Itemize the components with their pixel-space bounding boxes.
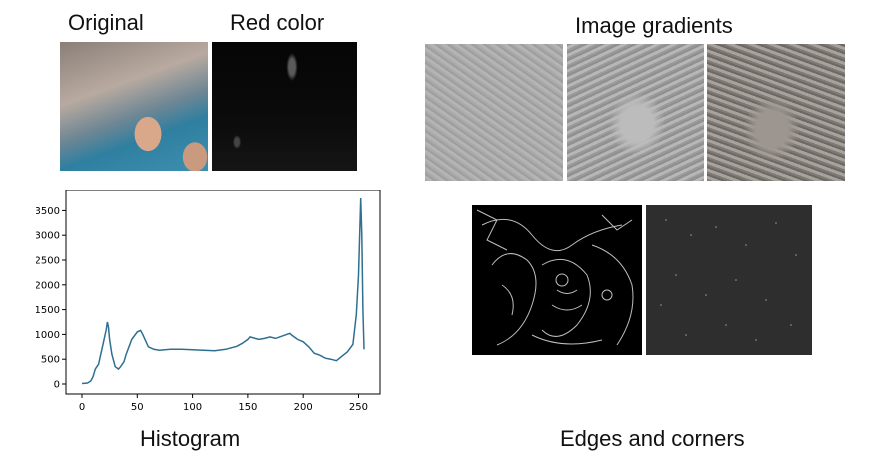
label-histogram: Histogram [140,426,241,451]
x-tick-label: 100 [183,402,202,413]
gradient-image-magnitude [707,44,845,181]
histogram-chart: 0 500 1000 1500 2000 2500 3000 3500 0 50 100 150 20… [36,190,381,413]
label-original: Original [68,10,144,35]
label-edges-and-corners: Edges and corners [560,426,745,451]
y-tick-label: 3500 [36,206,60,217]
gradient-image-x [425,44,563,181]
histogram-series-line [81,197,365,385]
x-tick-label: 0 [79,402,85,413]
y-tick-label: 1000 [36,330,60,341]
y-tick-label: 3000 [36,231,60,242]
original-photo [60,42,208,171]
edges-image [472,205,642,355]
label-red-color: Red color [230,10,325,35]
y-tick-label: 2500 [36,256,60,267]
histogram-plot-frame [65,190,381,395]
y-tick-label: 0 [54,380,60,391]
red-channel-photo [212,42,357,171]
label-image-gradients: Image gradients [575,13,733,38]
x-tick-label: 250 [349,402,368,413]
y-tick-label: 500 [41,355,60,366]
gradient-image-y [567,44,704,181]
x-tick-label: 200 [294,402,313,413]
x-tick-label: 50 [131,402,144,413]
y-tick-label: 2000 [36,280,60,291]
corners-image [646,205,812,355]
y-tick-label: 1500 [36,305,60,316]
x-tick-label: 150 [238,402,257,413]
corner-points [660,219,797,341]
edges-lines [476,209,634,346]
